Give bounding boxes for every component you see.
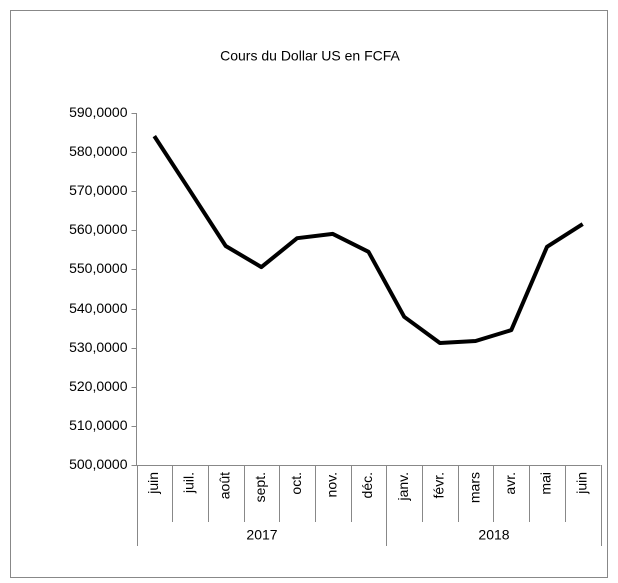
y-tick-label: 520,0000 <box>69 378 128 394</box>
y-tick-label: 550,0000 <box>69 260 128 276</box>
y-tick-label: 500,0000 <box>69 456 128 472</box>
y-tick-label: 580,0000 <box>69 143 128 159</box>
y-tick-label: 530,0000 <box>69 339 128 355</box>
y-tick-label: 560,0000 <box>69 221 128 237</box>
x-tick-label: déc. <box>359 472 375 498</box>
x-tick-label: oct. <box>288 472 304 495</box>
y-tick-label: 570,0000 <box>69 182 128 198</box>
y-tick-label: 590,0000 <box>69 104 128 120</box>
y-tick-label: 510,0000 <box>69 417 128 433</box>
group-label: 2018 <box>478 527 509 543</box>
chart-border <box>10 10 608 578</box>
group-label: 2017 <box>246 527 277 543</box>
x-tick-label: août <box>216 472 232 499</box>
x-tick-label: nov. <box>324 472 340 497</box>
x-tick-label: juin <box>573 472 589 495</box>
x-tick-label: juil. <box>181 472 197 494</box>
x-tick-label: janv. <box>395 472 411 502</box>
y-tick-label: 540,0000 <box>69 300 128 316</box>
x-tick-label: mai <box>538 472 554 495</box>
x-tick-label: sept. <box>252 472 268 502</box>
line-series <box>152 135 584 345</box>
chart-title: Cours du Dollar US en FCFA <box>220 48 400 64</box>
x-tick-label: févr. <box>431 472 447 498</box>
x-tick-label: avr. <box>502 472 518 495</box>
x-tick-label: mars <box>466 472 482 503</box>
x-tick-label: juin <box>145 472 161 495</box>
